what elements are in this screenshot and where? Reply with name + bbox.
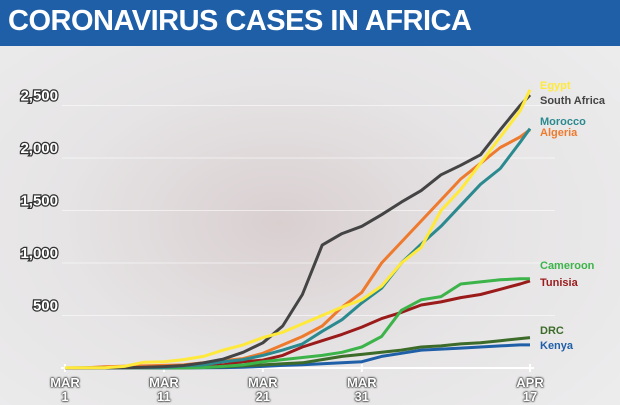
y-tick-label: 2,000	[20, 140, 58, 157]
series-label: Egypt	[540, 80, 571, 92]
series-label: Morocco	[540, 116, 586, 128]
y-tick-label: 1,000	[20, 245, 58, 262]
x-tick-label: MAR 11	[149, 375, 179, 404]
series-label: Kenya	[540, 340, 574, 352]
y-tick-label: 500	[33, 297, 58, 314]
series-label: DRC	[540, 325, 564, 337]
title-bar	[0, 0, 620, 46]
series-label: South Africa	[540, 95, 606, 107]
x-tick-label: MAR 21	[248, 375, 278, 404]
y-tick-label: 1,500	[20, 192, 58, 209]
y-tick-label: 2,500	[20, 87, 58, 104]
x-tick-label: MAR 31	[346, 375, 377, 404]
series-label: Cameroon	[540, 260, 595, 272]
series-label: Algeria	[540, 127, 578, 139]
series-line	[65, 93, 532, 370]
x-tick-label: APR 17	[516, 375, 544, 404]
chart-title: CORONAVIRUS CASES IN AFRICA	[8, 5, 472, 37]
series-line	[65, 89, 532, 370]
x-tick-label: MAR 1	[50, 375, 80, 404]
series-line	[65, 277, 530, 370]
series-label: Tunisia	[540, 277, 579, 289]
